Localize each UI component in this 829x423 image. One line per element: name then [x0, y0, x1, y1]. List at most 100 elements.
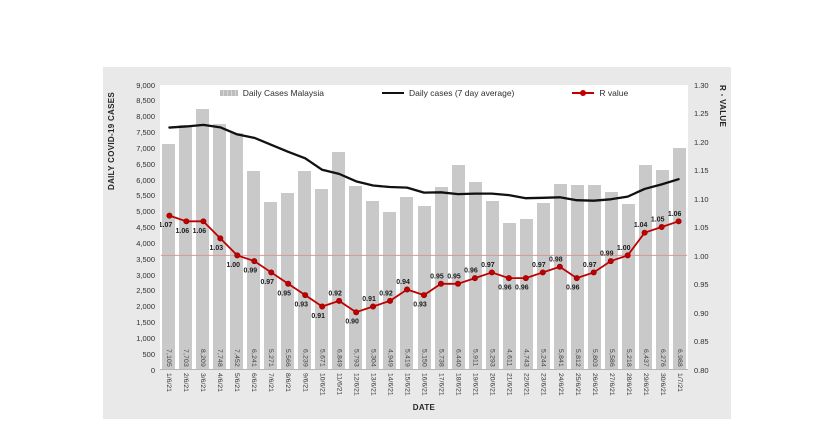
r-value-label: 0.90: [345, 319, 359, 326]
x-tick-label: 12/6/21: [352, 373, 360, 396]
x-tick-label: 26/6/21: [590, 373, 598, 396]
y-left-tick-label: 8,000: [136, 112, 155, 122]
r-value-point: [183, 218, 190, 225]
y-left-tick-label: 6,500: [136, 159, 155, 169]
r-value-point: [353, 309, 360, 316]
y-left-tick-label: 2,000: [136, 302, 155, 312]
bar-swatch-icon: [219, 90, 238, 96]
daily-cases-bar: [349, 185, 363, 369]
r-value-label: 0.97: [481, 262, 495, 269]
r-value-label: 0.93: [413, 302, 427, 309]
r-value-label: 0.99: [600, 251, 614, 258]
y-left-tick-label: 8,500: [136, 96, 155, 106]
r-value-point: [675, 218, 682, 225]
y-left-tick-label: 5,000: [136, 207, 155, 217]
y-right-tick-label: 0.90: [694, 308, 709, 318]
bar-value-label: 4,611: [505, 349, 513, 367]
bar-value-label: 7,748: [216, 348, 224, 367]
daily-cases-bar: [179, 125, 193, 369]
x-tick-label: 29/6/21: [641, 373, 649, 396]
bar-value-label: 6,988: [675, 348, 683, 367]
daily-cases-bar: [247, 171, 261, 369]
legend-item-average: Daily cases (7 day average): [382, 88, 514, 98]
r-value-point: [251, 258, 258, 265]
bar-value-label: 5,566: [284, 348, 292, 367]
line-swatch-icon: [382, 92, 405, 94]
r-value-label: 1.04: [634, 222, 648, 229]
r-value-label: 0.95: [430, 273, 444, 280]
x-tick-label: 13/6/21: [369, 373, 377, 396]
x-tick-label: 4/6/21: [216, 373, 224, 392]
y-left-tick-label: 1,000: [136, 333, 155, 343]
daily-cases-bar: [196, 109, 210, 369]
daily-cases-bar: [604, 192, 618, 369]
r-value-point: [421, 292, 427, 299]
marker-line-swatch-icon: [572, 90, 595, 96]
bar-value-label: 6,241: [250, 348, 258, 367]
daily-cases-bar: [655, 170, 669, 369]
r-value-label: 1.00: [617, 245, 631, 252]
x-tick-label: 9/6/21: [301, 373, 309, 392]
y-right-tick-label: 1.00: [694, 251, 709, 261]
bar-value-label: 5,841: [556, 348, 564, 367]
r-value-point: [607, 258, 614, 265]
x-tick-label: 1/6/21: [165, 373, 173, 392]
y-right-tick-label: 1.10: [694, 194, 709, 204]
y-right-tick-label: 1.05: [694, 223, 709, 232]
y-right-tick-label: 1.20: [694, 137, 709, 147]
y-axis-right-title: R - VALUE: [718, 85, 727, 128]
r-value-point: [505, 275, 512, 282]
r-value-label: 1.05: [651, 217, 665, 224]
bar-value-label: 8,209: [199, 348, 207, 367]
r-value-point: [302, 292, 309, 299]
r-value-label: 1.07: [160, 222, 172, 229]
y-left-tick-label: 3,500: [136, 254, 155, 264]
bar-value-label: 4,743: [522, 348, 530, 367]
bar-value-label: 5,671: [318, 348, 326, 367]
r-value-point: [200, 218, 207, 225]
r-value-point: [573, 275, 580, 282]
legend-label-average: Daily cases (7 day average): [409, 88, 515, 98]
legend: Daily Cases Malaysia Daily cases (7 day …: [160, 88, 688, 98]
r-value-label: 0.97: [260, 279, 274, 286]
y-left-tick-label: 9,000: [136, 80, 155, 90]
x-tick-label: 15/6/21: [403, 373, 411, 396]
x-tick-label: 11/6/21: [335, 373, 343, 396]
daily-cases-bar: [366, 201, 380, 369]
r-value-point: [522, 275, 529, 282]
bar-value-label: 4,949: [386, 348, 394, 367]
daily-cases-bar: [400, 197, 414, 369]
legend-item-r-value: R value: [572, 88, 628, 98]
y-left-tick-label: 6,000: [136, 175, 155, 185]
x-tick-label: 20/6/21: [488, 373, 496, 396]
bar-value-label: 5,738: [437, 348, 445, 367]
r-value-point: [166, 212, 173, 219]
r-value-point: [336, 297, 343, 304]
x-tick-label: 22/6/21: [522, 373, 530, 396]
daily-cases-bar: [264, 202, 278, 369]
daily-cases-bar: [315, 189, 329, 369]
daily-cases-bar: [383, 212, 397, 369]
r-value-point: [285, 280, 292, 287]
daily-cases-bar: [417, 205, 431, 369]
y-right-tick-label: 0.80: [694, 365, 709, 375]
daily-cases-bar: [434, 187, 448, 369]
x-tick-label: 2/6/21: [182, 373, 190, 392]
bar-value-label: 7,703: [182, 348, 190, 367]
r-value-label: 0.96: [464, 268, 478, 275]
r-value-label: 0.96: [498, 285, 512, 292]
daily-cases-bar: [451, 165, 465, 369]
r-value-point: [539, 269, 546, 276]
y-left-tick-label: 4,000: [136, 238, 155, 248]
r-value-label: 0.91: [311, 313, 325, 320]
bar-value-label: 5,911: [471, 349, 479, 367]
r-value-point: [471, 275, 478, 282]
r-value-point: [624, 252, 631, 259]
daily-cases-bar: [298, 171, 312, 369]
daily-cases-bar: [553, 184, 567, 369]
r-value-point: [217, 235, 224, 242]
x-tick-label: 16/6/21: [420, 373, 428, 396]
r-value-label: 0.95: [277, 290, 291, 297]
r-value-label: 1.06: [176, 228, 190, 235]
x-tick-label: 25/6/21: [573, 373, 581, 396]
